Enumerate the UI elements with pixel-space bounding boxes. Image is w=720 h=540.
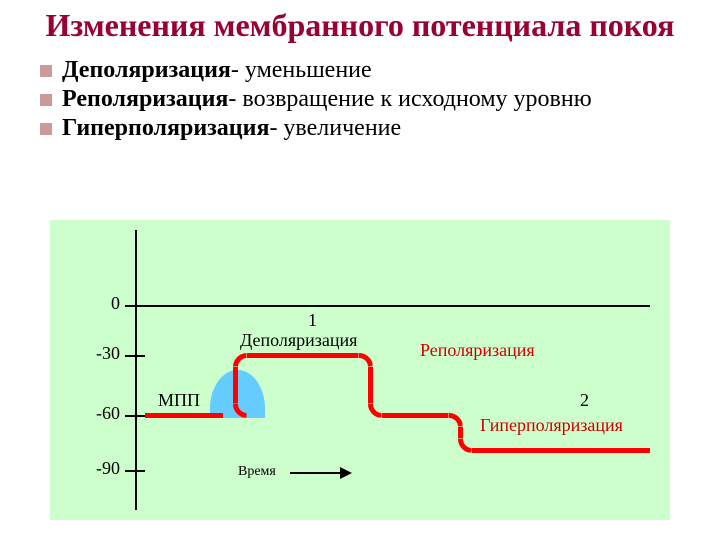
chart-label: Гиперполяризация xyxy=(480,415,623,436)
curve-segment xyxy=(157,413,223,418)
slide-root: Изменения мембранного потенциала покоя Д… xyxy=(0,0,720,540)
curve-segment xyxy=(233,367,238,403)
bullet-icon xyxy=(40,65,52,77)
bullet-text: Гиперполяризация- увеличение xyxy=(62,115,401,142)
y-tick xyxy=(125,470,145,472)
curve-segment xyxy=(368,367,373,403)
y-tick-label: 0 xyxy=(80,293,120,314)
chart-label: Время xyxy=(238,464,276,480)
chart-label: Деполяризация xyxy=(240,330,357,351)
curve-segment xyxy=(382,413,448,418)
bullet-icon xyxy=(40,123,52,135)
curve-segment xyxy=(458,427,463,438)
y-tick-label: -60 xyxy=(80,403,120,424)
y-tick xyxy=(125,415,145,417)
y-tick-label: -30 xyxy=(80,343,120,364)
bullet-list: Деполяризация- уменьшение Реполяризация-… xyxy=(0,57,720,142)
bullet-item: Гиперполяризация- увеличение xyxy=(40,115,720,142)
zero-line xyxy=(145,305,650,307)
slide-title: Изменения мембранного потенциала покоя xyxy=(0,0,720,43)
time-arrow xyxy=(290,472,340,474)
bullet-text: Реполяризация- возвращение к исходному у… xyxy=(62,86,592,113)
chart-label: МПП xyxy=(158,390,200,411)
curve-segment xyxy=(472,448,638,453)
chart-label: Реполяризация xyxy=(420,340,535,361)
curve-segment xyxy=(247,353,358,358)
curve-segment xyxy=(145,413,159,418)
curve-segment xyxy=(636,448,650,453)
y-tick xyxy=(125,355,145,357)
y-axis xyxy=(135,230,137,510)
bullet-item: Деполяризация- уменьшение xyxy=(40,57,720,84)
bullet-text: Деполяризация- уменьшение xyxy=(62,57,372,84)
bullet-icon xyxy=(40,94,52,106)
y-tick xyxy=(125,305,145,307)
y-tick-label: -90 xyxy=(80,458,120,479)
chart-label: 2 xyxy=(580,390,589,411)
chart-area: 0 -30 -60 -90 1Деполяризация Реполяризация МПП… xyxy=(50,220,670,520)
arrow-head-icon xyxy=(340,467,352,479)
bullet-item: Реполяризация- возвращение к исходному у… xyxy=(40,86,720,113)
chart-label: 1 xyxy=(308,310,317,331)
